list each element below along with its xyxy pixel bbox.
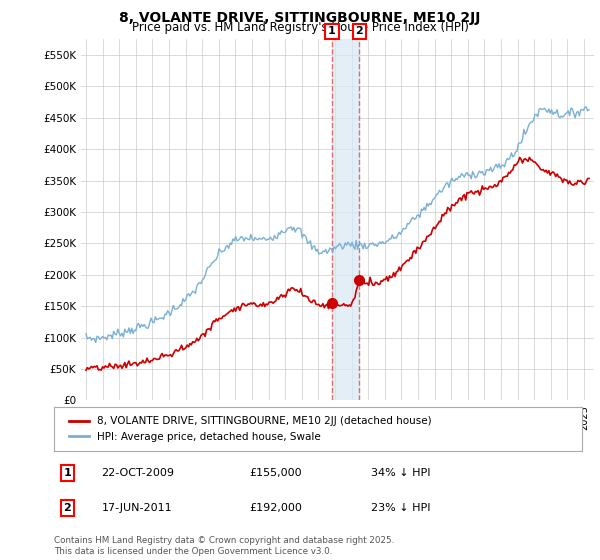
Text: £192,000: £192,000	[250, 503, 302, 513]
Text: 17-JUN-2011: 17-JUN-2011	[101, 503, 172, 513]
Text: 22-OCT-2009: 22-OCT-2009	[101, 468, 175, 478]
Text: 23% ↓ HPI: 23% ↓ HPI	[371, 503, 430, 513]
Text: 8, VOLANTE DRIVE, SITTINGBOURNE, ME10 2JJ: 8, VOLANTE DRIVE, SITTINGBOURNE, ME10 2J…	[119, 11, 481, 25]
Text: 34% ↓ HPI: 34% ↓ HPI	[371, 468, 430, 478]
Text: Price paid vs. HM Land Registry's House Price Index (HPI): Price paid vs. HM Land Registry's House …	[131, 21, 469, 34]
Legend: 8, VOLANTE DRIVE, SITTINGBOURNE, ME10 2JJ (detached house), HPI: Average price, : 8, VOLANTE DRIVE, SITTINGBOURNE, ME10 2J…	[64, 412, 436, 446]
Text: Contains HM Land Registry data © Crown copyright and database right 2025.
This d: Contains HM Land Registry data © Crown c…	[54, 536, 394, 556]
Text: 2: 2	[355, 26, 363, 36]
Text: £155,000: £155,000	[250, 468, 302, 478]
Text: 1: 1	[328, 26, 336, 36]
Bar	[332, 39, 359, 400]
Text: 2: 2	[64, 503, 71, 513]
Text: 1: 1	[64, 468, 71, 478]
